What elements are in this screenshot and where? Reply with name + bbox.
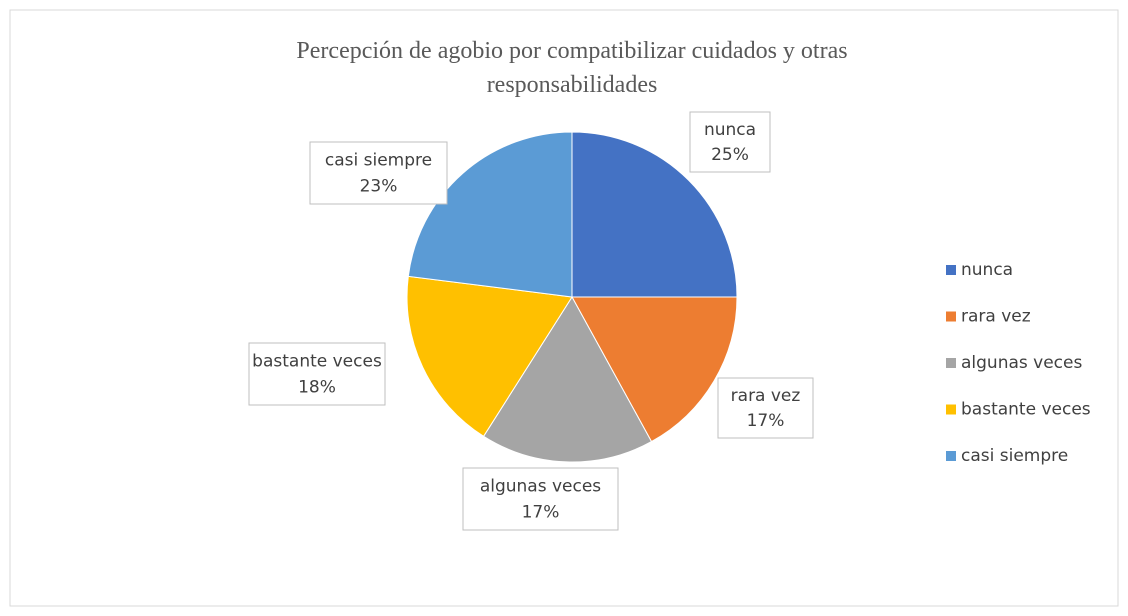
data-label-value: 17% [522, 503, 560, 523]
data-label-value: 25% [711, 145, 749, 165]
legend-swatch [946, 358, 956, 368]
data-label-value: 17% [747, 411, 785, 431]
legend-swatch [946, 311, 956, 322]
legend-label: bastante veces [961, 400, 1091, 420]
chart-title: Percepción de agobio por compatibilizar … [296, 38, 848, 98]
data-label-box [717, 377, 814, 439]
pie-slice [571, 296, 738, 443]
legend-label: nunca [961, 260, 1013, 280]
pie-slice [407, 131, 573, 298]
data-label-category: casi siempre [325, 151, 432, 171]
legend-label: algunas veces [961, 353, 1082, 373]
data-label-value: 23% [360, 177, 398, 197]
legend-label: rara vez [961, 307, 1031, 327]
legend-swatch [946, 451, 956, 461]
data-label-category: nunca [704, 120, 756, 140]
pie-slice [406, 275, 573, 438]
legend-label: casi siempre [961, 446, 1068, 466]
pie-slice [571, 131, 738, 298]
data-label-category: algunas veces [480, 477, 601, 497]
legend-swatch [946, 404, 956, 415]
legend-swatch [946, 265, 956, 275]
data-label-value: 18% [298, 378, 336, 398]
data-label-box [309, 141, 448, 205]
data-label-category: bastante veces [252, 352, 382, 372]
pie-slice [482, 296, 653, 463]
data-label-box [462, 467, 619, 531]
data-label-category: rara vez [731, 386, 801, 406]
data-label-box [248, 342, 386, 406]
data-label-box [689, 111, 771, 173]
